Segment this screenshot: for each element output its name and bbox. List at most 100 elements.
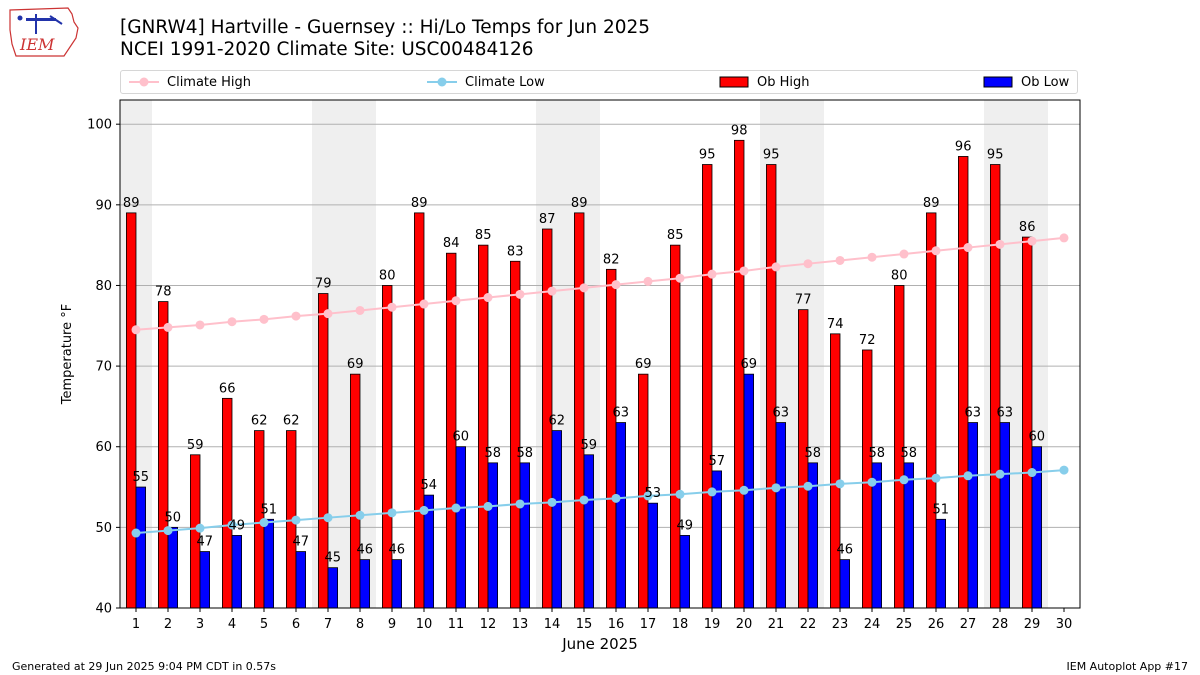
climate-high-point xyxy=(195,320,205,330)
climate-low-point xyxy=(547,497,557,507)
climate-high-point xyxy=(579,283,589,293)
ob-low-value-label: 60 xyxy=(453,430,470,445)
climate-low-point xyxy=(163,526,173,536)
climate-low-point xyxy=(515,499,525,509)
ob-high-bar xyxy=(126,212,137,609)
ob-low-value-label: 46 xyxy=(389,543,406,558)
ob-high-bar xyxy=(830,333,841,609)
ob-low-value-label: 69 xyxy=(741,357,758,372)
ob-low-bar xyxy=(167,526,179,609)
climate-high-point xyxy=(227,317,237,327)
climate-high-point xyxy=(611,280,621,290)
ob-low-bar xyxy=(679,535,691,609)
x-tick-label: 18 xyxy=(672,617,689,632)
climate-high-point xyxy=(291,311,301,321)
ob-low-bar xyxy=(295,551,307,609)
x-tick-label: 15 xyxy=(576,617,593,632)
ob-high-value-label: 89 xyxy=(123,196,140,211)
climate-high-point xyxy=(675,273,685,283)
ob-high-value-label: 96 xyxy=(955,139,972,154)
ob-low-value-label: 51 xyxy=(933,502,950,517)
climate-high-point xyxy=(995,239,1005,249)
logo-text: IEM xyxy=(19,35,55,54)
climate-high-point xyxy=(547,286,557,296)
ob-low-bar xyxy=(487,462,499,609)
ob-high-value-label: 59 xyxy=(187,438,204,453)
x-tick-label: 11 xyxy=(448,617,465,632)
climate-high-point xyxy=(259,314,269,324)
climate-high-point xyxy=(803,259,813,269)
ob-low-bar xyxy=(967,422,979,609)
ob-high-value-label: 82 xyxy=(603,252,620,267)
ob-low-value-label: 45 xyxy=(325,551,342,566)
climate-low-point xyxy=(195,523,205,533)
ob-low-value-label: 57 xyxy=(709,454,726,469)
x-tick-label: 22 xyxy=(800,617,817,632)
y-axis-label: Temperature °F xyxy=(60,304,75,405)
ob-high-value-label: 95 xyxy=(699,148,716,163)
plot-frame xyxy=(119,99,1081,609)
ob-high-bar xyxy=(413,212,425,609)
climate-low-point xyxy=(835,479,845,489)
climate-low-point xyxy=(1027,468,1037,478)
ob-high-value-label: 89 xyxy=(411,196,428,211)
x-tick-label: 21 xyxy=(768,617,785,632)
climate-low-point xyxy=(1059,465,1069,475)
climate-low-point xyxy=(739,485,749,495)
ob-low-bar xyxy=(935,518,947,609)
climate-low-point xyxy=(483,501,493,511)
ob-high-bar xyxy=(990,164,1001,609)
ob-low-bar xyxy=(775,422,787,609)
climate-low-line xyxy=(135,469,1065,535)
ob-high-value-label: 62 xyxy=(283,414,300,429)
ob-high-value-label: 83 xyxy=(507,244,524,259)
ob-high-value-label: 62 xyxy=(251,414,268,429)
x-tick-label: 26 xyxy=(928,617,945,632)
ob-low-value-label: 63 xyxy=(997,406,1014,421)
ob-high-bar xyxy=(734,139,745,609)
climate-low-point xyxy=(931,473,941,483)
climate-low-point xyxy=(227,520,237,530)
ob-low-bar xyxy=(455,446,467,609)
climate-high-point xyxy=(451,296,461,306)
ob-high-value-label: 69 xyxy=(347,357,364,372)
x-tick-label: 13 xyxy=(512,617,529,632)
climate-low-point xyxy=(771,483,781,493)
ob-high-value-label: 89 xyxy=(571,196,588,211)
x-tick-label: 14 xyxy=(544,617,561,632)
ob-low-value-label: 46 xyxy=(357,543,374,558)
ob-low-bar xyxy=(391,559,403,609)
legend-label: Climate Low xyxy=(465,74,545,90)
x-tick-label: 8 xyxy=(356,617,364,632)
ob-high-bar xyxy=(958,156,969,609)
ob-high-value-label: 69 xyxy=(635,357,652,372)
chart-subtitle: NCEI 1991-2020 Climate Site: USC00484126 xyxy=(120,39,534,60)
climate-high-point xyxy=(1027,236,1037,246)
ob-high-value-label: 78 xyxy=(155,285,172,300)
ob-low-value-label: 59 xyxy=(581,438,598,453)
legend-line-marker-icon xyxy=(427,77,457,87)
climate-high-point xyxy=(707,269,717,279)
ob-low-bar xyxy=(327,567,339,609)
ob-low-value-label: 58 xyxy=(901,446,918,461)
climate-low-point xyxy=(963,471,973,481)
x-tick-label: 25 xyxy=(896,617,913,632)
climate-high-point xyxy=(483,293,493,303)
climate-low-point xyxy=(355,510,365,520)
y-tick-label: 40 xyxy=(95,602,112,617)
ob-high-bar xyxy=(926,212,937,609)
climate-high-point xyxy=(387,302,397,312)
ob-low-value-label: 47 xyxy=(197,535,214,550)
climate-high-point xyxy=(163,322,173,332)
ob-high-bar xyxy=(381,285,393,609)
ob-high-value-label: 66 xyxy=(219,381,236,396)
iem-logo: IEM xyxy=(9,7,79,57)
climate-high-line xyxy=(135,236,1065,331)
y-tick-label: 70 xyxy=(95,360,112,375)
ob-low-value-label: 53 xyxy=(645,486,662,501)
climate-high-point xyxy=(771,262,781,272)
legend-label: Climate High xyxy=(167,74,252,90)
x-tick-label: 4 xyxy=(228,617,236,632)
ob-low-bar xyxy=(199,551,211,609)
climate-low-point xyxy=(291,515,301,525)
